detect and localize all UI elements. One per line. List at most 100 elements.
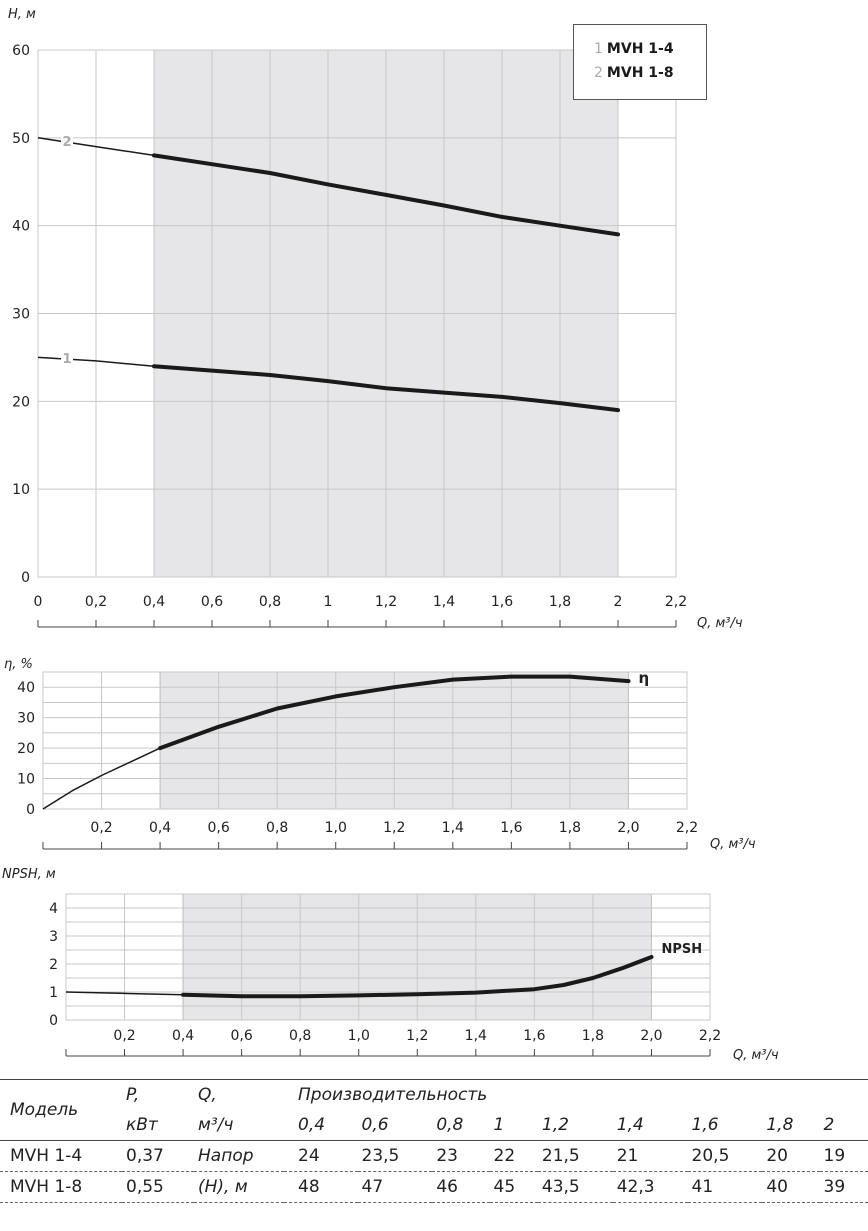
chart1-y-tick-label: 30 <box>12 307 30 323</box>
row-value: 21 <box>616 1146 639 1166</box>
chart2-series-0-line <box>158 674 631 751</box>
chart2-x-tick-label: 0,4 <box>149 820 171 836</box>
chart-legend: 1 MVH 1-4 2 MVH 1-8 <box>573 24 707 100</box>
chart1-x-tick-label: 1,2 <box>375 594 397 610</box>
legend-item-2: 2 MVH 1-8 <box>594 65 674 81</box>
row-value: 48 <box>298 1177 320 1197</box>
chart2-x-tick-label: 0,2 <box>90 820 112 836</box>
header-model: Модель <box>10 1100 79 1120</box>
chart1-x-tick-label: 0,2 <box>85 594 107 610</box>
chart3-y-tick-label: 4 <box>49 901 58 917</box>
chart1-series-1-line <box>152 153 620 237</box>
row-value: 43,5 <box>541 1177 580 1197</box>
chart3-series-0-line <box>181 955 654 999</box>
row-value: 20 <box>766 1146 788 1166</box>
table-header-row-1: Модель P, Q, Производительность <box>0 1079 868 1120</box>
row-power: 0,55 <box>126 1177 164 1197</box>
chart1-series-label-bg <box>61 134 73 149</box>
row-model: MVH 1-8 <box>10 1177 83 1197</box>
table-header-row-2: кВт м³/ч 0,4 0,6 0,8 1 1,2 1,4 1,6 1,8 2 <box>0 1110 868 1141</box>
row-value: 19 <box>823 1146 846 1166</box>
chart1-x-axis-title: Q, м³/ч <box>697 616 743 631</box>
chart3-x-tick-label: 0,2 <box>113 1028 135 1044</box>
chart1-series-1-line-outside <box>37 137 155 157</box>
chart2-series-label: η <box>638 669 649 687</box>
chart1-y-tick-label: 60 <box>12 43 30 59</box>
chart1-y-tick-label: 50 <box>12 131 30 147</box>
chart2-x-tick-label: 1,0 <box>325 820 347 836</box>
performance-table: Модель P, Q, Производительность кВт м³/ч… <box>0 1079 868 1203</box>
row-value: 40 <box>766 1177 788 1197</box>
chart3-x-axis-title: Q, м³/ч <box>733 1048 779 1063</box>
row-value: 23 <box>436 1146 458 1166</box>
chart3-x-tick-label: 1,2 <box>406 1028 428 1044</box>
row-value: 46 <box>436 1177 458 1197</box>
q-cell: 1,2 <box>541 1115 569 1135</box>
chart3-x-tick-label: 2,2 <box>699 1028 721 1044</box>
chart2-y-tick-label: 30 <box>17 711 35 727</box>
row-value: 24 <box>298 1146 320 1166</box>
chart2-x-tick-label: 1,2 <box>383 820 405 836</box>
row-value: 42,3 <box>616 1177 655 1197</box>
q-cell: 0,6 <box>361 1115 389 1135</box>
chart3-y-tick-label: 0 <box>49 1013 58 1029</box>
chart3-x-tick-label: 1,4 <box>465 1028 487 1044</box>
chart2-x-tick-label: 1,8 <box>559 820 581 836</box>
row-value: 47 <box>361 1177 384 1197</box>
chart2-y-tick-label: 0 <box>26 802 35 818</box>
table-row: MVH 1-4 0,37 Напор 24 23,5 23 22 21,5 21… <box>0 1140 868 1172</box>
chart1-series-label-bg <box>61 351 73 366</box>
header-q-unit: м³/ч <box>198 1115 234 1135</box>
row-value: 22 <box>493 1146 516 1166</box>
q-cell: 1,8 <box>766 1115 794 1135</box>
chart2-y-axis-title: η, % <box>4 657 33 672</box>
chart1-x-tick-label: 1,8 <box>549 594 571 610</box>
q-cell: 2 <box>823 1115 835 1135</box>
row-head-unit: (H), м <box>198 1177 248 1197</box>
chart2-x-tick-label: 1,4 <box>442 820 464 836</box>
chart1-x-tick-label: 0,6 <box>201 594 223 610</box>
chart1-x-tick-label: 1 <box>324 594 333 610</box>
chart3-x-tick-label: 1,8 <box>582 1028 604 1044</box>
header-performance: Производительность <box>298 1085 488 1105</box>
chart3-y-tick-label: 2 <box>49 957 58 973</box>
chart1-x-tick-label: 2,2 <box>665 594 687 610</box>
legend-item-1: 1 MVH 1-4 <box>594 41 674 57</box>
chart1-series-label: 2 <box>62 135 71 150</box>
chart1-series-0-line-outside <box>37 356 155 367</box>
chart1-y-tick-label: 40 <box>12 219 30 235</box>
row-value: 21,5 <box>541 1146 580 1166</box>
header-p: P, <box>126 1085 140 1105</box>
header-p-unit: кВт <box>126 1115 158 1135</box>
chart1-x-tick-label: 0,4 <box>143 594 165 610</box>
chart2-series-0-line-outside <box>42 747 161 810</box>
row-value: 39 <box>823 1177 846 1197</box>
chart3-y-tick-label: 1 <box>49 985 58 1001</box>
table-row: MVH 1-8 0,55 (H), м 48 47 46 45 43,5 42,… <box>0 1172 868 1203</box>
chart1-y-tick-label: 20 <box>12 394 30 410</box>
chart1-y-tick-label: 0 <box>21 570 30 586</box>
chart1-series-0-line <box>152 364 620 413</box>
q-cell: 0,8 <box>436 1115 464 1135</box>
chart3-x-tick-label: 1,6 <box>523 1028 545 1044</box>
chart3-series-label: NPSH <box>661 942 702 957</box>
chart3-y-tick-label: 3 <box>49 929 58 945</box>
row-value: 41 <box>691 1177 714 1197</box>
chart1-x-tick-label: 2 <box>614 594 623 610</box>
chart1-x-tick-label: 0,8 <box>259 594 281 610</box>
row-power: 0,37 <box>126 1146 164 1166</box>
q-cell: 1,6 <box>691 1115 719 1135</box>
chart3-x-tick-label: 0,4 <box>172 1028 194 1044</box>
chart3-x-tick-label: 0,6 <box>231 1028 253 1044</box>
q-cell: 1 <box>493 1115 505 1135</box>
chart1-x-tick-label: 0 <box>34 594 43 610</box>
chart2-x-axis-title: Q, м³/ч <box>710 837 756 852</box>
chart1-y-tick-label: 10 <box>12 482 30 498</box>
chart2-x-tick-label: 2,0 <box>617 820 639 836</box>
row-value: 45 <box>493 1177 516 1197</box>
chart3-x-tick-label: 2,0 <box>640 1028 662 1044</box>
row-head-label: Напор <box>198 1146 254 1166</box>
chart3-x-tick-label: 0,8 <box>289 1028 311 1044</box>
chart1-series-label: 1 <box>62 352 71 367</box>
